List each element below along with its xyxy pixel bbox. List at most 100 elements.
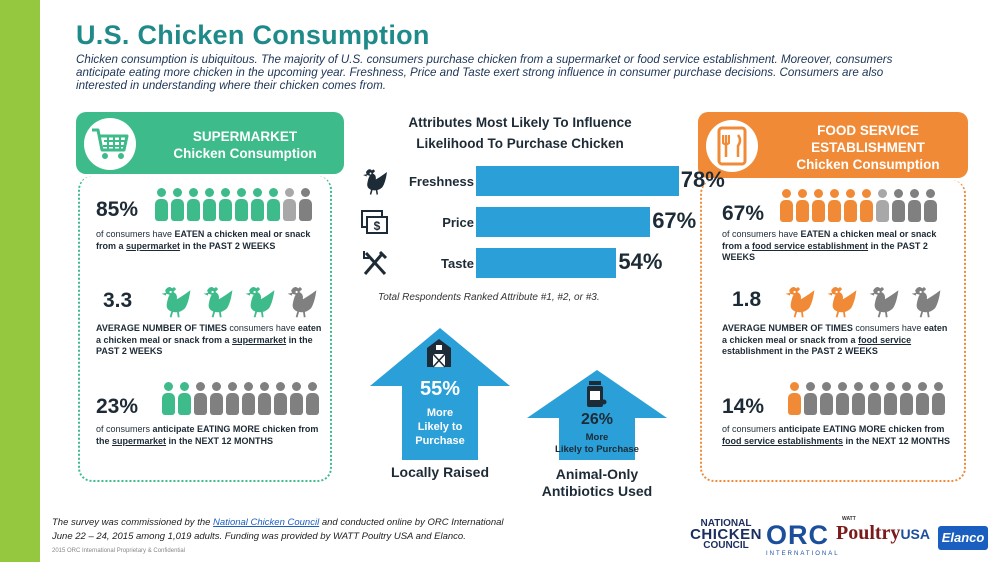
bar-row: Freshness 78% <box>360 166 725 196</box>
locally-raised-value: 55% <box>419 378 461 400</box>
food-service-header: FOOD SERVICE ESTABLISHMENT Chicken Consu… <box>698 112 968 178</box>
food-service-people-icons-1 <box>780 189 937 222</box>
food-service-header-line1: FOOD SERVICE <box>817 123 919 138</box>
supermarket-header: SUPERMARKET Chicken Consumption <box>76 112 344 174</box>
person-icon <box>235 188 248 221</box>
supermarket-stat1-value: 85% <box>96 198 139 221</box>
supermarket-hen-icons <box>158 283 320 324</box>
bar-row: Taste 54% <box>360 248 700 278</box>
watt-poultry-logo: WATT PoultryUSA <box>836 516 930 544</box>
person-icon <box>267 188 280 221</box>
person-icon <box>274 382 287 415</box>
bar <box>476 248 617 278</box>
hen-icon <box>782 283 818 324</box>
chicken-icon <box>360 166 390 196</box>
supermarket-panel <box>78 176 332 482</box>
money-icon: $ <box>360 207 390 237</box>
person-icon <box>780 189 793 222</box>
person-icon <box>908 189 921 222</box>
person-icon <box>828 189 841 222</box>
antibiotics-caption: Animal-Only Antibiotics Used <box>517 466 677 500</box>
chart-title: Attributes Most Likely To Influence Like… <box>390 112 650 154</box>
food-service-panel <box>700 180 966 482</box>
chart-title-line2: Likelihood To Purchase Chicken <box>416 136 624 151</box>
orc-logo: ORC INTERNATIONAL <box>766 520 840 557</box>
supermarket-stat3-text: of consumers anticipate EATING MORE chic… <box>96 424 319 446</box>
national-chicken-council-link[interactable]: National Chicken Council <box>213 517 320 528</box>
food-service-stat1-value: 67% <box>722 202 765 225</box>
person-icon <box>892 189 905 222</box>
food-service-stat3-value: 14% <box>722 395 765 418</box>
hen-icon <box>908 283 944 324</box>
food-service-people-icons-3 <box>788 382 945 415</box>
locally-raised-arrow <box>370 328 510 460</box>
person-icon <box>210 382 223 415</box>
person-icon <box>290 382 303 415</box>
person-icon <box>852 382 865 415</box>
chart-note: Total Respondents Ranked Attribute #1, #… <box>378 292 600 303</box>
person-icon <box>932 382 945 415</box>
bar-value-label: 78% <box>680 167 725 192</box>
hen-icon <box>158 283 194 324</box>
supermarket-stat3-value: 23% <box>96 395 139 418</box>
antibiotics-caption-line2: Antibiotics Used <box>541 483 653 499</box>
person-icon <box>844 189 857 222</box>
bar-value-label: 54% <box>618 249 663 274</box>
person-icon <box>836 382 849 415</box>
hen-icon <box>824 283 860 324</box>
chart-title-line1: Attributes Most Likely To Influence <box>408 115 632 130</box>
supermarket-stat1-text: of consumers have EATEN a chicken meal o… <box>96 229 311 251</box>
person-icon <box>203 188 216 221</box>
person-icon <box>812 189 825 222</box>
antibiotics-line1: More <box>585 432 609 443</box>
person-icon <box>306 382 319 415</box>
person-icon <box>242 382 255 415</box>
person-icon <box>924 189 937 222</box>
person-icon <box>299 188 312 221</box>
bar-row: $ Price 67% <box>360 207 700 237</box>
person-icon <box>162 382 175 415</box>
person-icon <box>868 382 881 415</box>
locally-raised-subtext: More Likely to Purchase <box>402 406 478 448</box>
supermarket-header-line2: Chicken Consumption <box>173 146 317 161</box>
elanco-logo: Elanco <box>938 526 988 550</box>
shopping-cart-icon <box>84 118 136 170</box>
locally-raised-caption: Locally Raised <box>390 464 490 480</box>
person-icon <box>258 382 271 415</box>
person-icon <box>283 188 296 221</box>
svg-text:$: $ <box>374 219 381 233</box>
person-icon <box>916 382 929 415</box>
antibiotics-arrow <box>527 370 667 460</box>
bar-value-label: 67% <box>652 208 697 233</box>
person-icon <box>876 189 889 222</box>
bar-label: Taste <box>441 256 474 271</box>
food-service-header-line3: Chicken Consumption <box>796 157 940 172</box>
hen-icon <box>200 283 236 324</box>
person-icon <box>171 188 184 221</box>
hen-icon <box>242 283 278 324</box>
antibiotics-subtext: More Likely to Purchase <box>537 432 657 456</box>
footnote-line2: June 22 – 24, 2015 among 1,019 adults. F… <box>52 531 466 542</box>
bar <box>476 166 679 196</box>
supermarket-people-icons-1 <box>155 188 312 221</box>
food-service-stat2-value: 1.8 <box>732 288 762 311</box>
person-icon <box>900 382 913 415</box>
locally-raised-line3: Purchase <box>415 435 465 447</box>
hen-icon <box>866 283 902 324</box>
footnote-line1: The survey was commissioned by the Natio… <box>52 517 504 528</box>
sponsor-logos: NATIONAL CHICKEN COUNCIL ORC INTERNATION… <box>690 516 990 557</box>
antibiotics-line2: Likely to Purchase <box>555 444 639 455</box>
food-service-stat3-text: of consumers anticipate EATING MORE chic… <box>722 424 951 446</box>
locally-raised-line1: More <box>426 407 454 419</box>
person-icon <box>187 188 200 221</box>
person-icon <box>804 382 817 415</box>
person-icon <box>178 382 191 415</box>
side-accent-bar <box>0 0 40 562</box>
food-service-header-line2: ESTABLISHMENT <box>811 140 925 155</box>
antibiotics-value: 26% <box>580 411 614 428</box>
person-icon <box>251 188 264 221</box>
person-icon <box>226 382 239 415</box>
person-icon <box>820 382 833 415</box>
medicine-bottle-icon <box>587 381 607 407</box>
person-icon <box>860 189 873 222</box>
